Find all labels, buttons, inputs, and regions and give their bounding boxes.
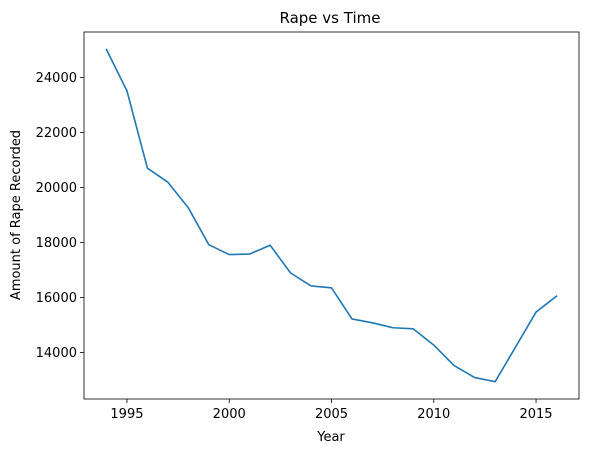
x-tick-label: 2010 <box>417 407 450 422</box>
y-tick-label: 20000 <box>36 181 77 196</box>
plot-frame <box>83 31 580 400</box>
series-line-0 <box>105 48 558 383</box>
y-tick-label: 18000 <box>36 236 77 251</box>
x-axis-label: Year <box>316 430 345 445</box>
x-tick-label: 2015 <box>519 407 552 422</box>
x-tick-label: 1995 <box>110 407 143 422</box>
y-tick-label: 16000 <box>36 291 77 306</box>
y-axis-label: Amount of Rape Recorded <box>9 130 24 300</box>
y-tick-label: 14000 <box>36 346 77 361</box>
x-tick-label: 2000 <box>213 407 246 422</box>
x-tick-label: 2005 <box>315 407 348 422</box>
y-axis-ticks: 14000 16000 18000 20000 22000 24000 <box>36 71 84 361</box>
x-axis-ticks: 1995 2000 2005 2010 2015 <box>110 399 553 422</box>
y-tick-label: 24000 <box>36 71 77 86</box>
series-layer <box>105 48 558 383</box>
y-tick-label: 22000 <box>36 126 77 141</box>
chart-title: Rape vs Time <box>280 9 381 27</box>
